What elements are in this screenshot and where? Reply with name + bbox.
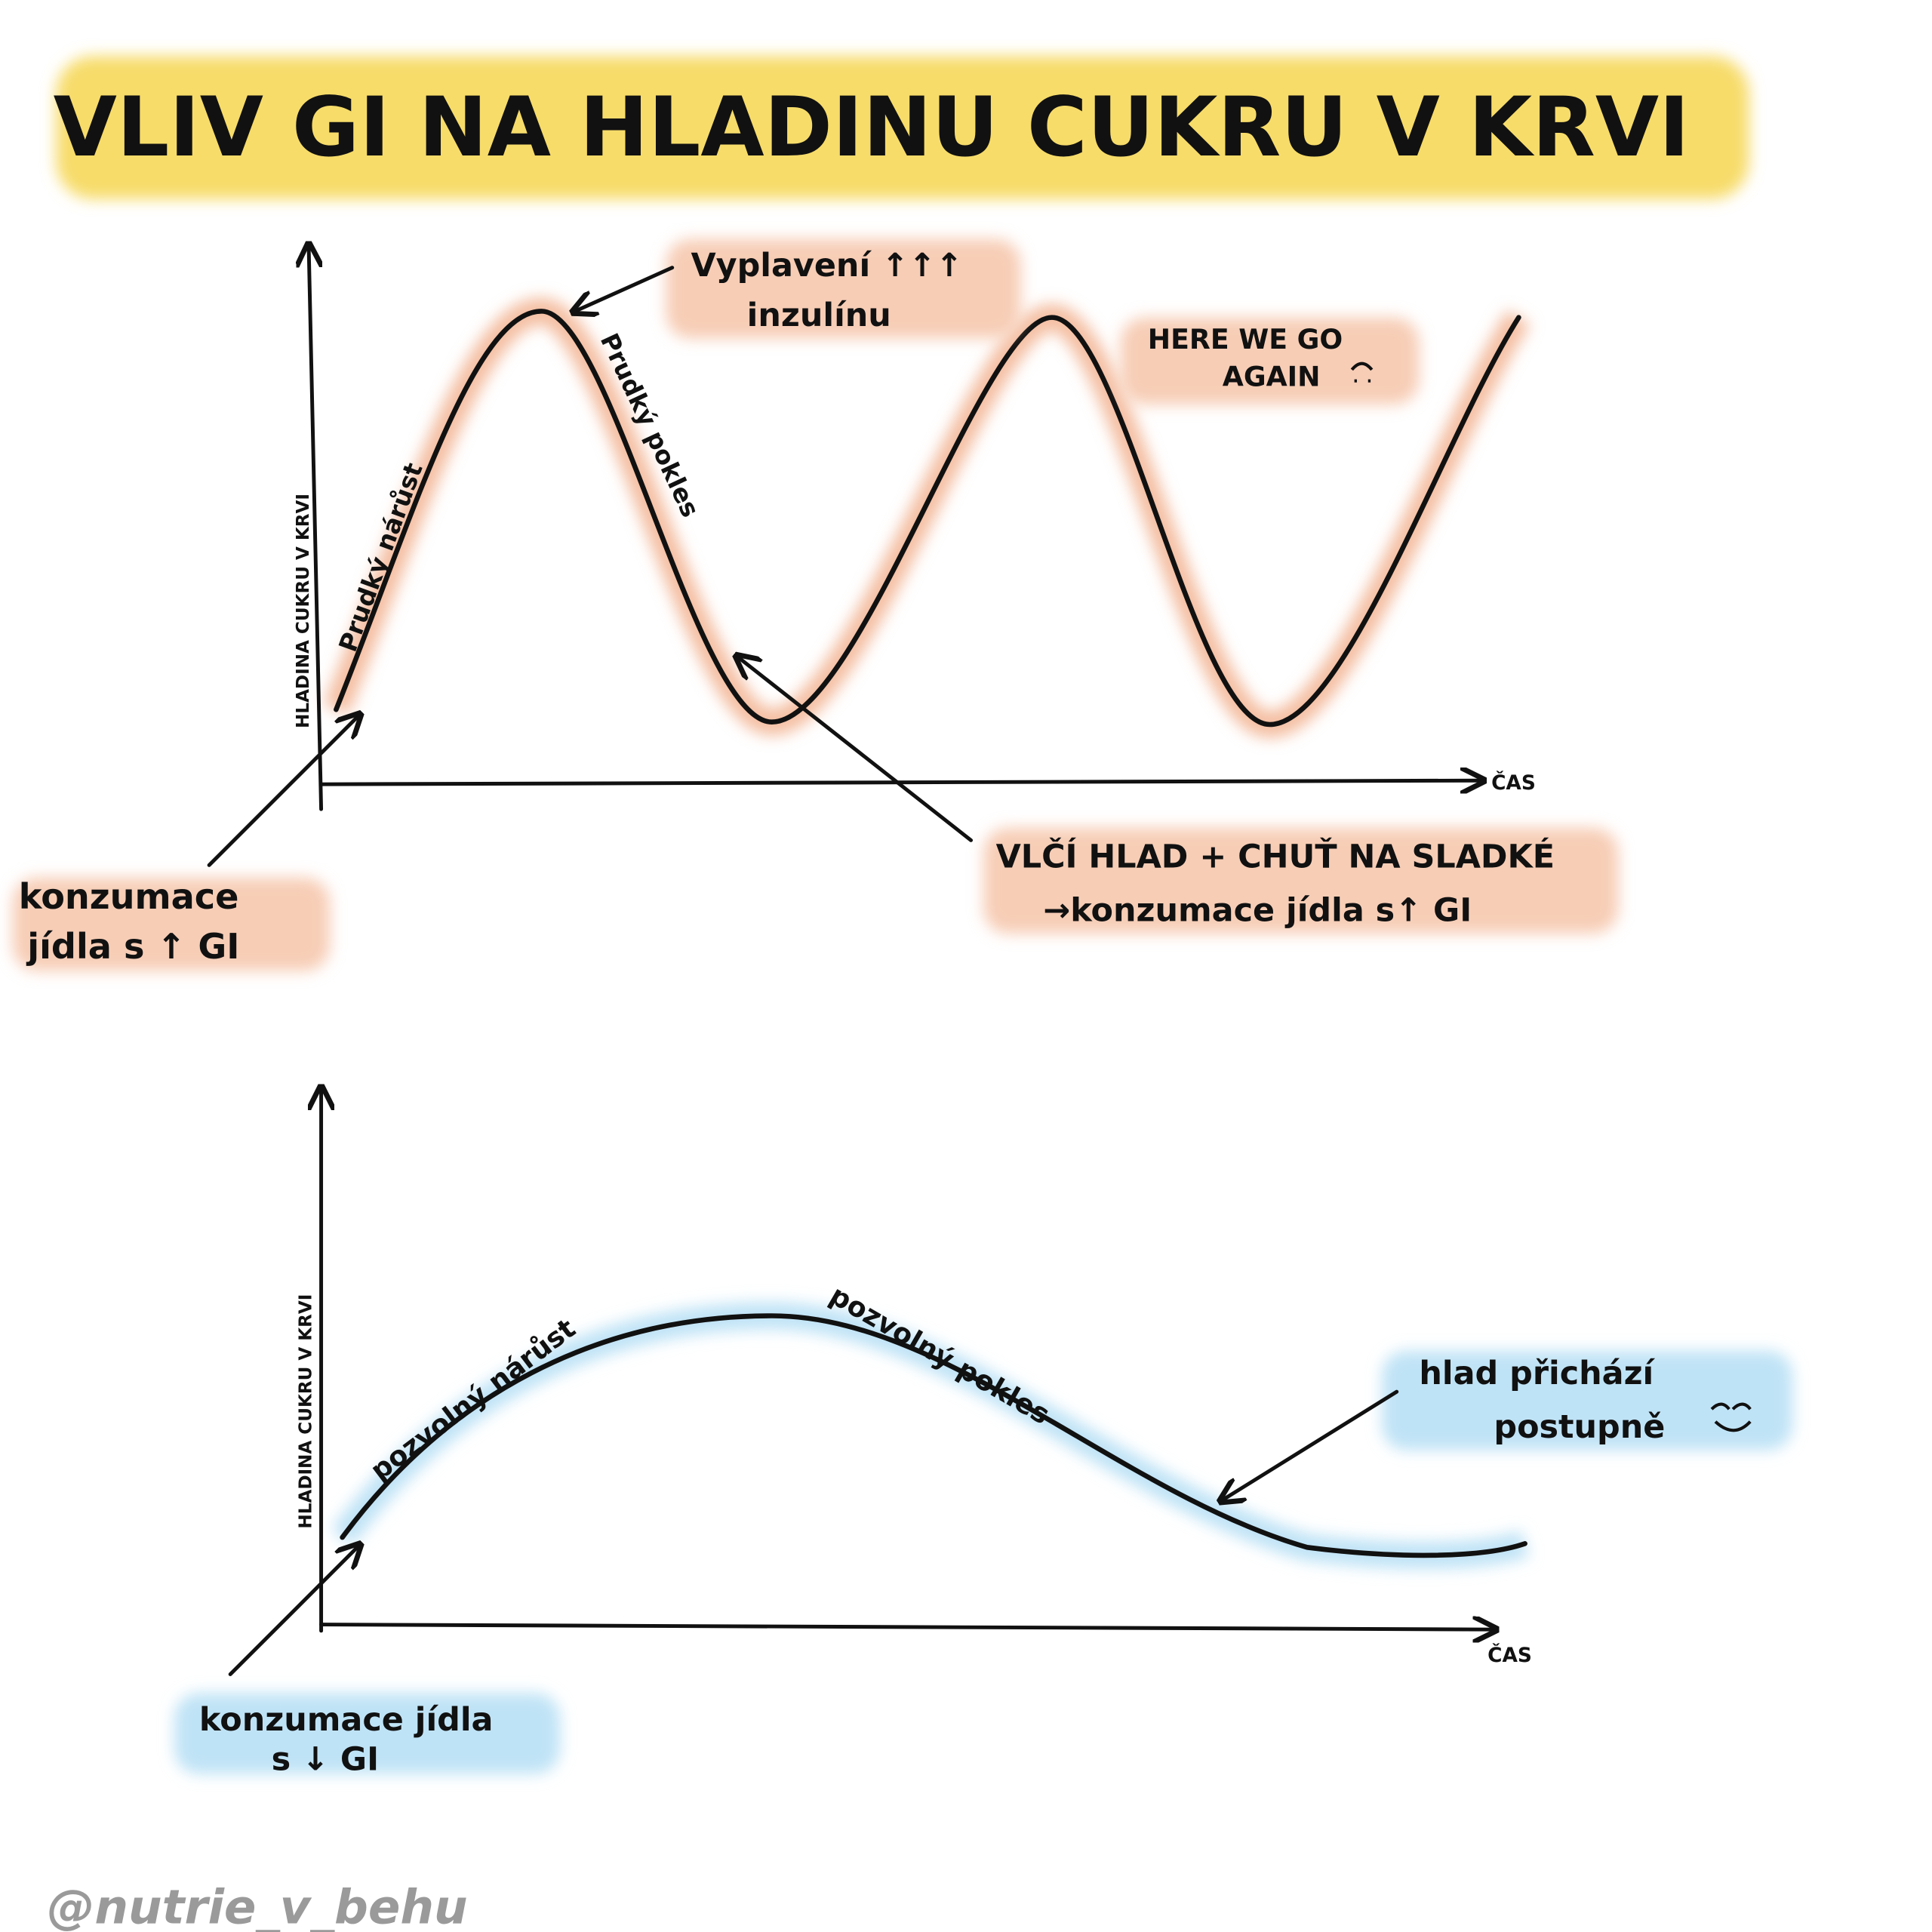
arrow [575,266,675,312]
x-axis-label: ČAS [1487,1643,1532,1667]
sad-face [1350,361,1374,383]
happy-face [1710,1402,1752,1432]
repeat-note: AGAIN [1223,360,1321,392]
note-highlight [1120,317,1420,405]
trough-note: VLČÍ HLAD + CHUŤ NA SLADKÉ [996,838,1555,876]
end-note: postupně [1494,1408,1665,1446]
note-highlight [174,1693,561,1774]
x-axis-label: ČAS [1491,771,1536,795]
title: VLIV GI NA HLADINU CUKRU V KRVI [54,79,1690,175]
trough-note: →konzumace jídla s↑ GI [1043,892,1472,930]
x-axis [319,1625,1494,1630]
peak-note: inzulínu [747,297,891,334]
start-note: jídla s ↑ GI [26,926,239,967]
peak-note: Vyplavení ↑↑↑ [691,247,962,285]
arrow [228,1546,358,1677]
start-note: konzumace [19,876,239,917]
note-highlight [983,827,1619,934]
arrow [207,715,358,867]
glucose-curve [340,1313,1527,1558]
start-note: konzumace jídla [199,1701,494,1739]
note-highlight [1381,1350,1793,1451]
y-axis-label: HLADINA CUKRU V KRVI [294,494,313,728]
y-axis [309,247,324,811]
start-note: s ↓ GI [272,1741,379,1779]
title-highlight [56,56,1749,199]
end-note: hlad přichází [1419,1355,1655,1392]
y-axis-label: HLADINA CUKRU V KRVI [296,1294,315,1529]
x-axis [319,780,1481,784]
arrow [738,657,974,842]
glucose-curve [334,309,1521,728]
note-highlight [666,238,1021,339]
signature: @nutrie_v_behu [48,1879,468,1932]
note-highlight [12,877,331,971]
repeat-note: HERE WE GO [1148,323,1343,355]
arrow [1223,1389,1399,1500]
